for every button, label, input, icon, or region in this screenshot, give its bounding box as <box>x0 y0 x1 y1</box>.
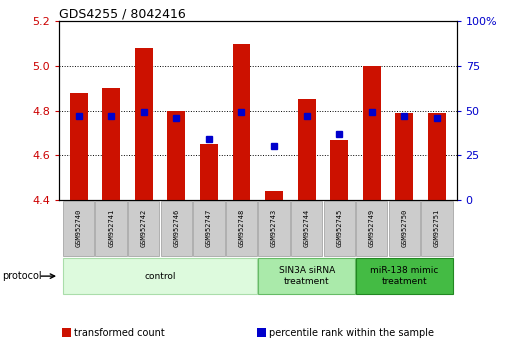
Text: GSM952740: GSM952740 <box>75 209 82 247</box>
FancyBboxPatch shape <box>324 201 355 256</box>
Bar <box>396 113 413 200</box>
Text: GSM952743: GSM952743 <box>271 209 277 247</box>
Bar <box>135 48 153 200</box>
FancyBboxPatch shape <box>389 201 420 256</box>
Bar <box>232 44 250 200</box>
Bar <box>265 191 283 200</box>
Text: GSM952746: GSM952746 <box>173 209 180 247</box>
FancyBboxPatch shape <box>356 201 387 256</box>
Text: GSM952749: GSM952749 <box>369 209 375 247</box>
FancyBboxPatch shape <box>63 201 94 256</box>
FancyBboxPatch shape <box>258 258 355 294</box>
Bar <box>428 113 446 200</box>
Text: GSM952747: GSM952747 <box>206 209 212 247</box>
Text: percentile rank within the sample: percentile rank within the sample <box>269 328 434 338</box>
Text: GSM952745: GSM952745 <box>336 209 342 247</box>
Text: SIN3A siRNA
treatment: SIN3A siRNA treatment <box>279 267 335 286</box>
Bar <box>167 111 185 200</box>
FancyBboxPatch shape <box>259 201 290 256</box>
Bar <box>70 93 88 200</box>
FancyBboxPatch shape <box>128 201 160 256</box>
Text: miR-138 mimic
treatment: miR-138 mimic treatment <box>370 267 439 286</box>
Text: GSM952750: GSM952750 <box>402 209 407 247</box>
Text: control: control <box>144 272 176 281</box>
FancyBboxPatch shape <box>161 201 192 256</box>
Text: GSM952748: GSM952748 <box>239 209 245 247</box>
FancyBboxPatch shape <box>63 258 258 294</box>
Text: protocol: protocol <box>3 271 42 281</box>
Bar <box>298 99 315 200</box>
FancyBboxPatch shape <box>291 201 322 256</box>
Bar <box>330 140 348 200</box>
Text: GSM952751: GSM952751 <box>434 209 440 247</box>
Bar <box>200 144 218 200</box>
Bar <box>363 66 381 200</box>
Text: GSM952744: GSM952744 <box>304 209 310 247</box>
Text: GDS4255 / 8042416: GDS4255 / 8042416 <box>59 7 186 20</box>
Text: transformed count: transformed count <box>74 328 165 338</box>
FancyBboxPatch shape <box>226 201 257 256</box>
FancyBboxPatch shape <box>193 201 225 256</box>
Text: GSM952742: GSM952742 <box>141 209 147 247</box>
Bar <box>102 88 120 200</box>
FancyBboxPatch shape <box>356 258 453 294</box>
FancyBboxPatch shape <box>95 201 127 256</box>
FancyBboxPatch shape <box>421 201 452 256</box>
Text: GSM952741: GSM952741 <box>108 209 114 247</box>
